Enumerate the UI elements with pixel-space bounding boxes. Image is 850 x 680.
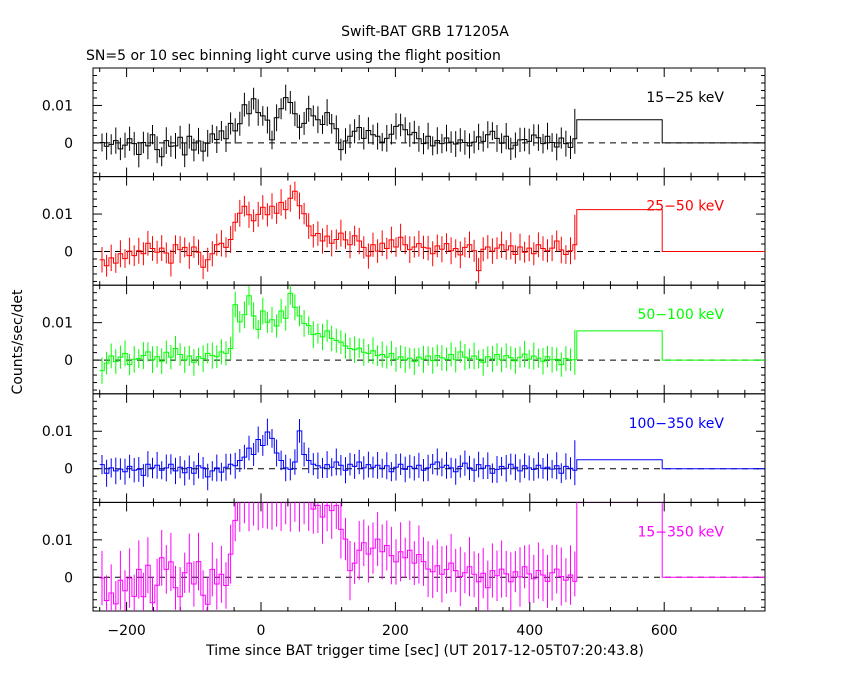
chart-subtitle: SN=5 or 10 sec binning light curve using…: [86, 48, 501, 64]
series-line: [99, 430, 765, 478]
x-tick-label: 400: [516, 623, 543, 639]
panel-frame: [92, 284, 766, 395]
panel-energy-label: 25−50 keV: [646, 199, 724, 215]
panel-4: 0 0.01 15−350 keV: [42, 501, 766, 612]
y-tick-label: 0.01: [42, 316, 73, 332]
y-tick-label: 0.01: [42, 533, 73, 549]
y-tick-label: 0: [64, 353, 73, 369]
y-axis-label: Counts/sec/det: [10, 289, 26, 394]
panels-group: 0 0.01 15−25 keV 0 0.01 25−50 keV 0 0.01 50−100 …: [42, 67, 766, 612]
panel-frame: [92, 176, 766, 286]
panel-3: 0 0.01 100−350 keV: [42, 393, 766, 503]
series-clip: [99, 285, 765, 384]
panel-1: 0 0.01 25−50 keV: [42, 176, 766, 286]
series-line: [99, 190, 765, 272]
series-clip: [99, 84, 765, 168]
series-line: [99, 292, 765, 372]
panel-2: 0 0.01 50−100 keV: [42, 284, 766, 395]
x-axis-label: Time since BAT trigger time [sec] (UT 20…: [205, 643, 644, 659]
panel-energy-label: 50−100 keV: [637, 307, 724, 323]
y-tick-label: 0: [64, 136, 73, 152]
x-tick-label: −200: [107, 623, 145, 639]
y-tick-label: 0.01: [42, 207, 73, 223]
panel-energy-label: 15−350 keV: [637, 524, 724, 540]
x-tick-label: 600: [651, 623, 678, 639]
y-tick-label: 0.01: [42, 424, 73, 440]
x-tick-labels: −200 0 200 400 600: [107, 623, 677, 639]
x-tick-label: 200: [382, 623, 409, 639]
series-line: [99, 502, 765, 605]
x-tick-label: 0: [257, 623, 266, 639]
panel-frame: [92, 393, 766, 503]
series-clip: [99, 502, 765, 611]
series-line: [99, 97, 765, 158]
y-tick-label: 0.01: [42, 98, 73, 114]
y-tick-label: 0: [64, 244, 73, 260]
panel-energy-label: 100−350 keV: [629, 416, 725, 432]
series-clip: [99, 418, 765, 491]
series-clip: [99, 181, 765, 284]
panel-energy-label: 15−25 keV: [646, 90, 724, 106]
chart-title: Swift-BAT GRB 171205A: [341, 24, 509, 40]
panel-frame: [92, 501, 766, 612]
y-tick-label: 0: [64, 462, 73, 478]
y-tick-label: 0: [64, 570, 73, 586]
panel-0: 0 0.01 15−25 keV: [42, 67, 766, 178]
